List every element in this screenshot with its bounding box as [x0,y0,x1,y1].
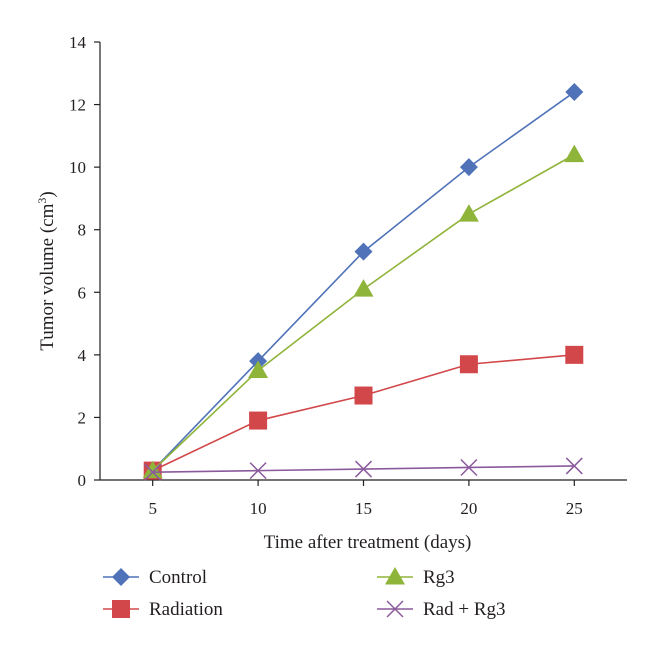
series-line [152,153,575,472]
data-point [248,360,269,378]
x-tick-label: 10 [250,499,267,518]
data-point [564,144,585,163]
x-tick-label: 25 [566,499,583,518]
x-tick-label: 20 [460,499,477,518]
series-radiation [143,345,584,480]
y-axis-title-superscript: 3 [35,198,49,204]
legend-label: Control [149,567,207,588]
y-axis-title: Tumor volume (cm3) [35,191,58,350]
data-point [458,204,479,222]
data-point [354,460,373,478]
data-point [565,83,584,102]
x-axis-title: Time after treatment (days) [264,532,472,553]
y-axis-title-close: ) [37,191,58,197]
legend-marker [112,568,130,586]
series-rad-rg3 [144,457,583,481]
data-point [249,462,267,480]
legend-marker [385,567,405,585]
data-point [354,242,373,261]
data-point [459,158,478,177]
x-tick-label: 15 [355,499,372,518]
data-point [354,386,373,405]
legend-label: Radiation [149,599,223,620]
y-tick-label: 2 [78,408,87,427]
y-tick-label: 8 [78,221,87,240]
y-tick-label: 12 [69,96,86,115]
y-tick-label: 6 [78,283,87,302]
legend-item: Rad + Rg3 [377,599,506,620]
legend-marker [112,600,130,618]
data-point [144,463,162,481]
legend-marker [386,600,404,618]
data-point [460,458,478,477]
series-layer [142,83,585,481]
y-tick-label: 10 [69,158,86,177]
legend-label: Rad + Rg3 [423,599,506,620]
legend-item: Radiation [103,599,223,620]
legend: Control Radiation Rg3 Rad + Rg3 [103,567,506,620]
data-point [249,411,268,430]
data-point [142,460,163,479]
data-point [459,355,478,374]
series-rg3 [142,144,585,479]
x-axis-ticks: 5 10 15 20 25 [148,480,583,518]
y-tick-label: 0 [78,471,87,490]
y-axis-title-main: Tumor volume (cm [37,203,58,350]
x-tick-label: 5 [148,499,157,518]
legend-item: Rg3 [377,567,455,588]
legend-label: Rg3 [423,567,455,588]
legend-item: Control [103,567,207,588]
series-line [152,354,575,472]
y-axis-ticks: 0 2 4 6 8 10 12 14 [69,33,100,490]
data-point [565,345,584,364]
data-point [565,457,583,475]
data-point [353,279,374,297]
y-tick-label: 14 [69,33,87,52]
y-tick-label: 4 [78,346,87,365]
